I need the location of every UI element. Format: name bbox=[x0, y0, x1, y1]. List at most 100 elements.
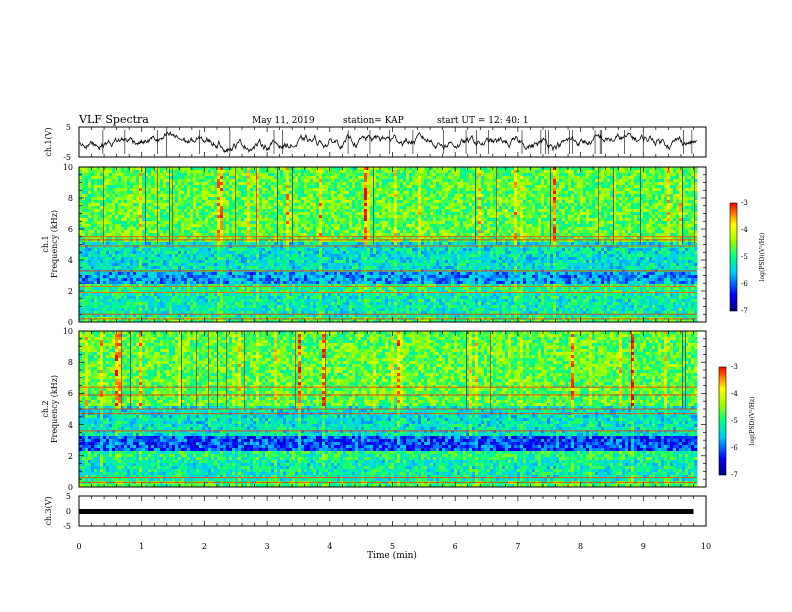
spec-cell bbox=[301, 194, 305, 198]
spec-cell bbox=[367, 182, 371, 186]
spec-cell bbox=[79, 176, 83, 180]
spec-cell bbox=[85, 218, 89, 222]
spec-cell bbox=[394, 203, 398, 207]
spec-cell bbox=[274, 233, 278, 237]
spec-cell bbox=[364, 206, 368, 210]
spec-cell bbox=[598, 218, 602, 222]
spec-cell bbox=[514, 218, 518, 222]
spec-cell bbox=[421, 167, 425, 171]
spec-cell bbox=[538, 182, 542, 186]
spec-cell bbox=[682, 203, 686, 207]
spec-cell bbox=[538, 200, 542, 204]
spec-cell bbox=[301, 173, 305, 177]
spec-cell bbox=[241, 236, 245, 240]
spec-cell bbox=[643, 218, 647, 222]
spec-cell bbox=[115, 209, 119, 213]
spec-cell bbox=[250, 218, 254, 222]
spec-cell bbox=[310, 200, 314, 204]
spec-cell bbox=[499, 236, 503, 240]
spec-cell bbox=[118, 167, 122, 171]
spec-cell bbox=[511, 179, 515, 183]
spec-cell bbox=[385, 191, 389, 195]
spec-cell bbox=[406, 203, 410, 207]
spec-cell bbox=[316, 221, 320, 225]
spec-cell bbox=[100, 233, 104, 237]
spec-cell bbox=[262, 209, 266, 213]
spec-cell bbox=[409, 215, 413, 219]
spec-cell bbox=[439, 197, 443, 201]
spec-cell bbox=[535, 215, 539, 219]
spec-cell bbox=[436, 167, 440, 171]
spec-cell bbox=[301, 233, 305, 237]
spec-cell bbox=[418, 203, 422, 207]
spec-cell bbox=[400, 200, 404, 204]
spec-cell bbox=[460, 167, 464, 171]
spec-cell bbox=[631, 191, 635, 195]
spec-cell bbox=[625, 200, 629, 204]
spec-cell bbox=[124, 176, 128, 180]
spec-cell bbox=[127, 170, 131, 174]
spec-cell bbox=[424, 209, 428, 213]
spec-cell bbox=[574, 221, 578, 225]
spec-cell bbox=[211, 191, 215, 195]
spec-cell bbox=[430, 182, 434, 186]
spec-cell bbox=[160, 185, 164, 189]
spec-cell bbox=[301, 200, 305, 204]
spec-cell bbox=[580, 179, 584, 183]
spec-cell bbox=[685, 230, 689, 234]
spec-cell bbox=[145, 203, 149, 207]
spec-cell bbox=[331, 233, 335, 237]
spec-cell bbox=[319, 221, 323, 225]
spec-cell bbox=[325, 236, 329, 240]
spec-cell bbox=[115, 215, 119, 219]
spec-cell bbox=[346, 218, 350, 222]
spec-cell bbox=[334, 227, 338, 231]
spec-cell bbox=[403, 236, 407, 240]
spec-cell bbox=[313, 221, 317, 225]
spec-cell bbox=[532, 167, 536, 171]
spec-cell bbox=[385, 197, 389, 201]
spec-cell bbox=[607, 173, 611, 177]
spec-cell bbox=[112, 176, 116, 180]
spec-cell bbox=[634, 227, 638, 231]
spec-cell bbox=[397, 182, 401, 186]
spec-cell bbox=[85, 236, 89, 240]
spec-cell bbox=[691, 167, 695, 171]
spec-cell bbox=[127, 239, 131, 243]
spec-cell bbox=[655, 191, 659, 195]
spec-cell bbox=[517, 224, 521, 228]
spec-cell bbox=[208, 173, 212, 177]
spec-cell bbox=[313, 167, 317, 171]
spec-cell bbox=[586, 182, 590, 186]
spec-cell bbox=[322, 185, 326, 189]
spec-cell bbox=[430, 179, 434, 183]
spec-cell bbox=[94, 209, 98, 213]
spec-cell bbox=[553, 179, 557, 183]
spec-cell bbox=[340, 191, 344, 195]
spec-cell bbox=[457, 176, 461, 180]
spec-cell bbox=[382, 197, 386, 201]
spec-cell bbox=[367, 218, 371, 222]
spec-cell bbox=[184, 170, 188, 174]
spec-cell bbox=[691, 182, 695, 186]
spec-cell bbox=[169, 185, 173, 189]
spec-cell bbox=[676, 182, 680, 186]
spec-cell bbox=[91, 209, 95, 213]
spec-cell bbox=[664, 167, 668, 171]
spec-cell bbox=[271, 212, 275, 216]
spec-cell bbox=[523, 185, 527, 189]
spec-cell bbox=[517, 188, 521, 192]
spec-cell bbox=[427, 191, 431, 195]
spec-cell bbox=[661, 200, 665, 204]
spec-cell bbox=[496, 200, 500, 204]
spec-cell bbox=[604, 218, 608, 222]
spec-cell bbox=[325, 182, 329, 186]
spec-cell bbox=[625, 173, 629, 177]
spec-cell bbox=[229, 224, 233, 228]
spec-cell bbox=[616, 203, 620, 207]
spec-cell bbox=[283, 224, 287, 228]
spec-cell bbox=[247, 227, 251, 231]
spec-cell bbox=[331, 227, 335, 231]
spec-cell bbox=[289, 191, 293, 195]
spec-cell bbox=[604, 188, 608, 192]
